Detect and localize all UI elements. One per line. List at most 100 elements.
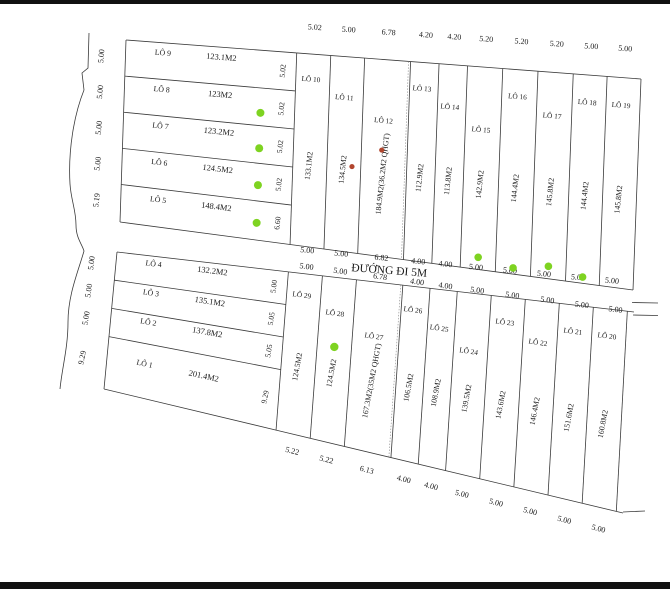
svg-text:LÔ 2: LÔ 2 — [140, 315, 158, 328]
svg-text:LÔ 7: LÔ 7 — [152, 120, 169, 132]
svg-text:5.00: 5.00 — [80, 310, 91, 325]
svg-text:LÔ 9: LÔ 9 — [154, 47, 171, 58]
svg-text:5.00: 5.00 — [83, 283, 94, 298]
svg-text:9.29: 9.29 — [259, 389, 271, 404]
svg-text:LÔ 13: LÔ 13 — [412, 82, 432, 94]
svg-text:145.8M2: 145.8M2 — [612, 185, 624, 214]
svg-text:5.00: 5.00 — [334, 248, 349, 258]
svg-text:5.00: 5.00 — [299, 261, 314, 272]
svg-text:LÔ 16: LÔ 16 — [508, 90, 528, 102]
svg-text:123M2: 123M2 — [208, 89, 233, 100]
svg-text:112.9M2: 112.9M2 — [414, 163, 426, 192]
svg-text:124.5M2: 124.5M2 — [324, 358, 338, 388]
svg-text:5.05: 5.05 — [263, 343, 274, 358]
svg-text:5.00: 5.00 — [94, 120, 104, 135]
svg-text:4.20: 4.20 — [447, 32, 462, 42]
svg-text:148.4M2: 148.4M2 — [201, 201, 232, 214]
svg-text:5.02: 5.02 — [274, 177, 284, 191]
svg-text:5.00: 5.00 — [505, 290, 520, 301]
svg-text:LÔ 6: LÔ 6 — [151, 156, 168, 168]
svg-text:LÔ 8: LÔ 8 — [153, 83, 170, 94]
svg-text:LÔ 10: LÔ 10 — [301, 73, 321, 85]
svg-text:LÔ 20: LÔ 20 — [597, 329, 617, 341]
svg-text:144.4M2: 144.4M2 — [509, 173, 521, 202]
svg-text:5.00: 5.00 — [469, 262, 484, 272]
svg-text:160.8M2: 160.8M2 — [596, 409, 610, 439]
svg-text:6.60: 6.60 — [272, 216, 283, 231]
svg-text:134.5M2: 134.5M2 — [337, 155, 349, 184]
svg-text:5.20: 5.20 — [549, 39, 564, 49]
svg-text:145.8M2: 145.8M2 — [544, 177, 556, 206]
svg-text:LÔ 27: LÔ 27 — [364, 329, 385, 342]
svg-text:6.78: 6.78 — [381, 27, 396, 37]
svg-text:LÔ 11: LÔ 11 — [335, 91, 355, 103]
svg-text:184.9M2(36.2M2 QHGT): 184.9M2(36.2M2 QHGT) — [374, 132, 392, 215]
svg-text:LÔ 22: LÔ 22 — [528, 336, 548, 349]
svg-text:108.9M2: 108.9M2 — [429, 378, 443, 408]
svg-text:5.00: 5.00 — [96, 49, 106, 64]
svg-text:151.6M2: 151.6M2 — [562, 403, 576, 433]
svg-text:123.2M2: 123.2M2 — [203, 126, 234, 138]
svg-text:143.6M2: 143.6M2 — [493, 390, 507, 420]
svg-text:5.00: 5.00 — [540, 295, 555, 306]
svg-text:5.00: 5.00 — [300, 245, 315, 255]
svg-text:5.00: 5.00 — [605, 275, 620, 285]
svg-text:167.3M2(35M2 QHGT): 167.3M2(35M2 QHGT) — [360, 342, 383, 419]
svg-text:LÔ 19: LÔ 19 — [611, 99, 631, 111]
svg-text:5.00: 5.00 — [341, 25, 356, 35]
svg-text:LÔ 4: LÔ 4 — [145, 257, 162, 269]
svg-text:5.02: 5.02 — [276, 102, 286, 116]
svg-text:LÔ 15: LÔ 15 — [471, 123, 491, 135]
svg-text:5.00: 5.00 — [333, 266, 348, 277]
svg-text:142.9M2: 142.9M2 — [474, 170, 486, 199]
svg-text:144.4M2: 144.4M2 — [579, 181, 591, 210]
svg-text:5.02: 5.02 — [307, 22, 322, 32]
svg-text:4.00: 4.00 — [423, 480, 439, 492]
svg-text:LÔ 26: LÔ 26 — [403, 303, 423, 315]
svg-text:4.00: 4.00 — [438, 259, 453, 269]
svg-text:133.1M2: 133.1M2 — [303, 151, 315, 180]
svg-text:LÔ 21: LÔ 21 — [563, 325, 583, 337]
svg-text:135.1M2: 135.1M2 — [194, 295, 225, 309]
svg-text:LÔ 23: LÔ 23 — [495, 315, 515, 327]
svg-text:124.5M2: 124.5M2 — [290, 352, 304, 382]
svg-text:5.02: 5.02 — [278, 64, 288, 78]
svg-text:4.00: 4.00 — [396, 473, 412, 485]
svg-text:6.82: 6.82 — [374, 252, 389, 262]
svg-text:LÔ 12: LÔ 12 — [374, 114, 394, 126]
svg-text:5.00: 5.00 — [556, 514, 572, 526]
svg-text:5.19: 5.19 — [91, 193, 102, 208]
svg-text:4.00: 4.00 — [411, 256, 426, 266]
svg-text:6.13: 6.13 — [359, 464, 375, 476]
svg-text:5.00: 5.00 — [95, 85, 105, 100]
svg-text:201.4M2: 201.4M2 — [188, 369, 220, 384]
svg-text:5.00: 5.00 — [86, 255, 97, 270]
svg-text:137.8M2: 137.8M2 — [192, 325, 224, 339]
svg-text:5.00: 5.00 — [454, 488, 470, 500]
svg-text:LÔ 1: LÔ 1 — [136, 357, 154, 370]
svg-text:LÔ 17: LÔ 17 — [542, 109, 562, 121]
svg-text:5.00: 5.00 — [591, 522, 607, 534]
svg-text:5.00: 5.00 — [537, 269, 552, 279]
svg-text:113.8M2: 113.8M2 — [442, 166, 454, 195]
svg-text:124.5M2: 124.5M2 — [202, 163, 233, 175]
svg-text:5.02: 5.02 — [275, 139, 285, 153]
svg-text:106.5M2: 106.5M2 — [401, 373, 415, 403]
svg-text:132.2M2: 132.2M2 — [197, 265, 228, 278]
svg-text:5.00: 5.00 — [618, 44, 633, 54]
svg-text:5.20: 5.20 — [479, 34, 494, 44]
svg-text:LÔ 5: LÔ 5 — [149, 193, 166, 205]
svg-text:LÔ 28: LÔ 28 — [325, 306, 345, 319]
svg-text:5.00: 5.00 — [584, 41, 599, 51]
svg-text:LÔ 24: LÔ 24 — [459, 344, 480, 357]
svg-text:5.00: 5.00 — [574, 299, 589, 310]
svg-text:9.29: 9.29 — [76, 350, 88, 366]
svg-text:146.4M2: 146.4M2 — [528, 396, 542, 426]
svg-text:LÔ 18: LÔ 18 — [577, 96, 597, 108]
svg-text:LÔ 14: LÔ 14 — [440, 100, 460, 112]
svg-text:5.22: 5.22 — [319, 453, 335, 465]
svg-text:LÔ 25: LÔ 25 — [429, 321, 449, 334]
svg-text:5.20: 5.20 — [514, 36, 529, 46]
svg-text:5.05: 5.05 — [266, 311, 277, 326]
svg-text:LÔ 3: LÔ 3 — [142, 286, 160, 298]
